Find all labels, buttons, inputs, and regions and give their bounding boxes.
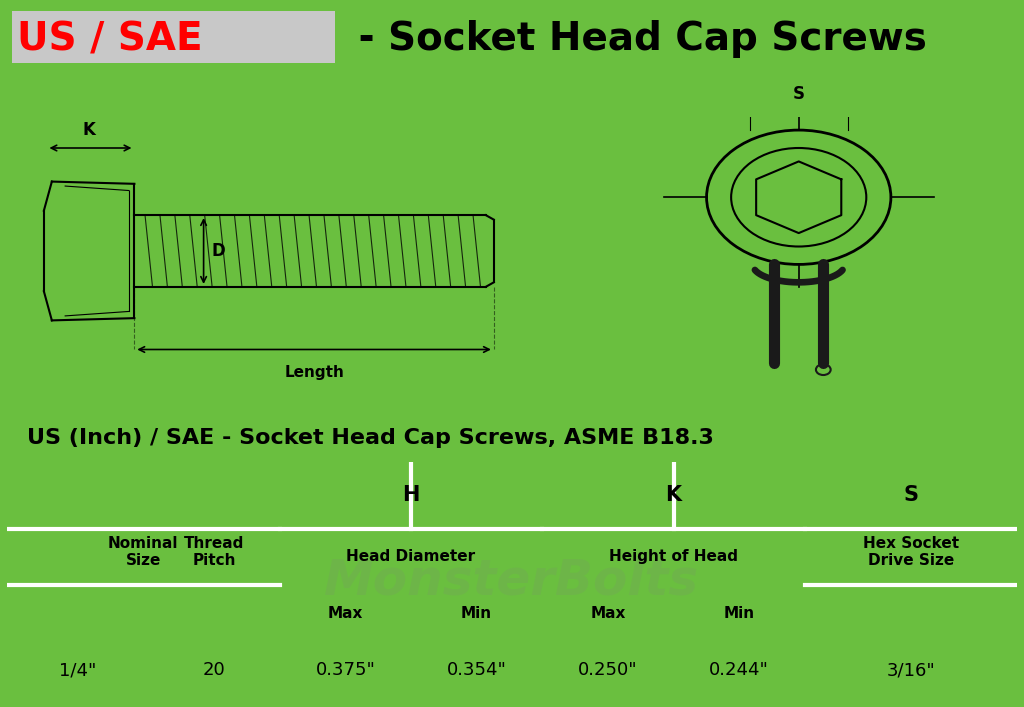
Text: Hex Socket
Drive Size: Hex Socket Drive Size (863, 536, 959, 568)
Text: 20: 20 (203, 661, 225, 679)
Text: Length: Length (285, 366, 344, 380)
Text: Min: Min (724, 606, 755, 621)
Text: 0.244": 0.244" (710, 661, 769, 679)
Text: Min: Min (461, 606, 493, 621)
Text: 0.375": 0.375" (315, 661, 375, 679)
Text: 0.354": 0.354" (446, 661, 507, 679)
Text: K: K (83, 121, 95, 139)
Text: S: S (903, 486, 919, 506)
Text: Head Diameter: Head Diameter (346, 549, 475, 564)
Text: US (Inch) / SAE - Socket Head Cap Screws, ASME B18.3: US (Inch) / SAE - Socket Head Cap Screws… (28, 428, 714, 448)
Text: Thread
Pitch: Thread Pitch (184, 536, 245, 568)
Text: Max: Max (590, 606, 626, 621)
Text: MonsterBolts: MonsterBolts (325, 556, 699, 604)
Text: Max: Max (328, 606, 364, 621)
Text: 1/4": 1/4" (59, 661, 96, 679)
Text: D: D (212, 242, 225, 260)
Text: S: S (793, 86, 805, 103)
Text: 0.250": 0.250" (579, 661, 638, 679)
Text: Height of Head: Height of Head (609, 549, 738, 564)
FancyBboxPatch shape (12, 11, 335, 63)
Text: H: H (402, 486, 420, 506)
Text: 3/16": 3/16" (887, 661, 935, 679)
Text: K: K (666, 486, 682, 506)
Text: - Socket Head Cap Screws: - Socket Head Cap Screws (345, 20, 927, 58)
Text: US / SAE: US / SAE (17, 20, 203, 58)
Text: Nominal
Size: Nominal Size (109, 536, 178, 568)
